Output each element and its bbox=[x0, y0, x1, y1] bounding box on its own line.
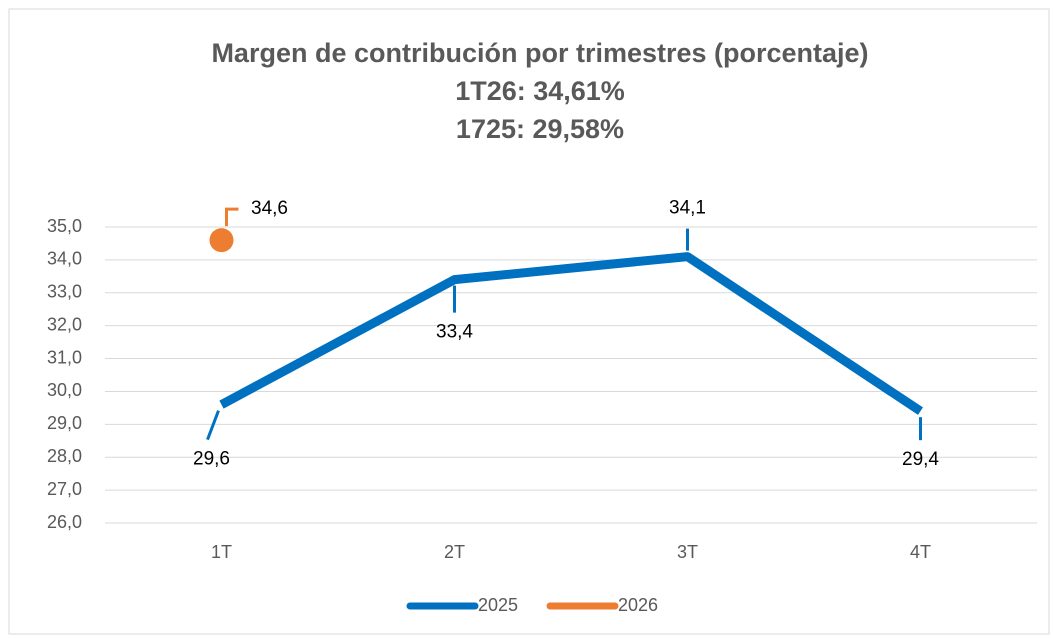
data-label: 33,4 bbox=[436, 322, 473, 343]
leader-line bbox=[206, 410, 220, 441]
x-tick-label: 2T bbox=[444, 542, 465, 562]
data-label: 29,6 bbox=[193, 449, 230, 470]
leader-line bbox=[225, 207, 239, 227]
y-tick-label: 34,0 bbox=[47, 249, 82, 269]
y-tick-label: 30,0 bbox=[47, 380, 82, 400]
x-tick-label: 3T bbox=[677, 542, 698, 562]
x-tick-label: 4T bbox=[910, 542, 931, 562]
y-tick-label: 35,0 bbox=[47, 216, 82, 236]
y-tick-label: 29,0 bbox=[47, 413, 82, 433]
y-tick-label: 28,0 bbox=[47, 446, 82, 466]
chart-subtitle: 1725: 29,58% bbox=[456, 114, 624, 144]
legend-label: 2025 bbox=[478, 595, 518, 615]
chart-title: Margen de contribución por trimestres (p… bbox=[211, 38, 868, 68]
chart-subtitle: 1T26: 34,61% bbox=[455, 76, 625, 106]
data-point bbox=[209, 228, 234, 253]
y-tick-label: 26,0 bbox=[47, 512, 82, 532]
x-tick-label: 1T bbox=[211, 542, 232, 562]
legend-label: 2026 bbox=[618, 595, 658, 615]
data-label: 34,6 bbox=[251, 198, 288, 219]
data-label: 34,1 bbox=[669, 198, 706, 219]
y-tick-label: 27,0 bbox=[47, 479, 82, 499]
y-tick-label: 31,0 bbox=[47, 347, 82, 367]
y-tick-label: 32,0 bbox=[47, 314, 82, 334]
y-tick-label: 33,0 bbox=[47, 282, 82, 302]
data-label: 29,4 bbox=[902, 449, 939, 470]
data-line bbox=[219, 252, 923, 415]
chart-frame bbox=[8, 8, 1050, 635]
